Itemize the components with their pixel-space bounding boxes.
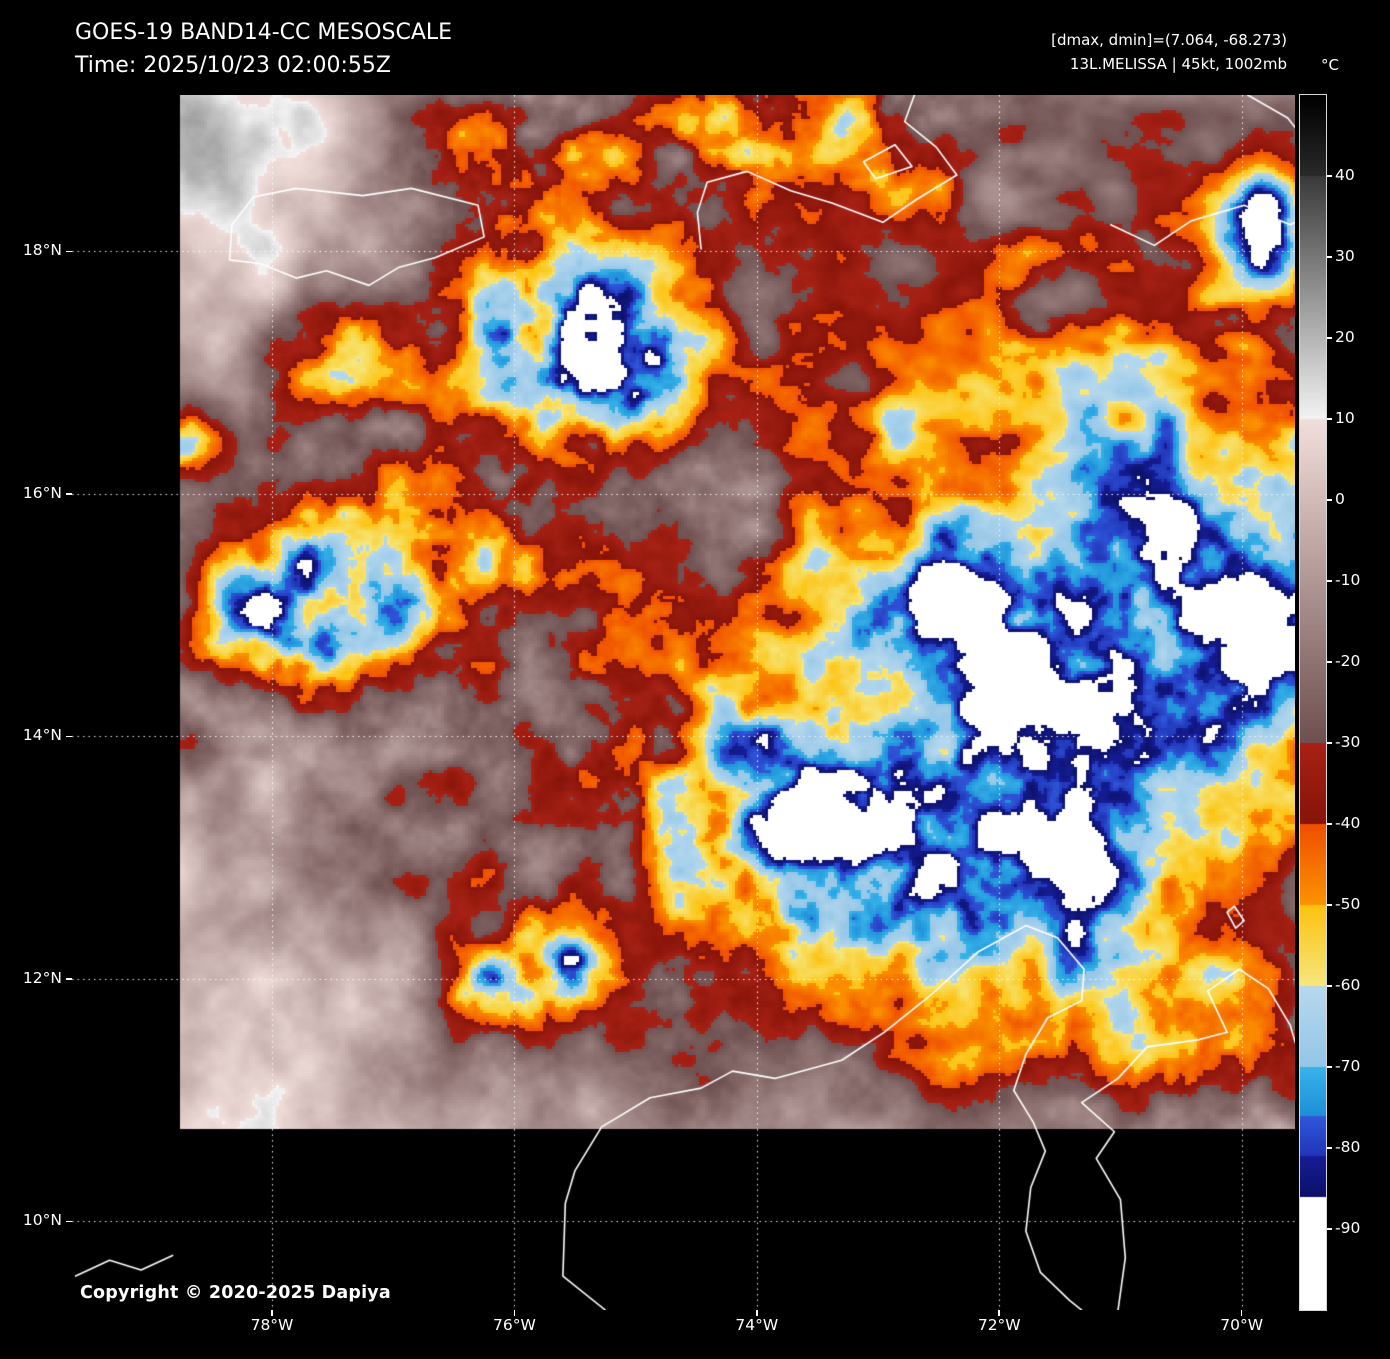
colorbar-tick-label: 0 [1335, 490, 1345, 508]
storm-readout: 13L.MELISSA | 45kt, 1002mb [1069, 55, 1287, 73]
data-range-readout: [dmax, dmin]=(7.064, -68.273) [1051, 31, 1287, 49]
header-readouts: [dmax, dmin]=(7.064, -68.273) 13L.MELISS… [1051, 28, 1287, 76]
colorbar-tick-mark [1327, 580, 1332, 582]
product-title: GOES-19 BAND14-CC MESOSCALE [75, 20, 453, 45]
colorbar-tick-mark [1327, 499, 1332, 501]
colorbar-tick-label: 40 [1335, 166, 1355, 184]
colorbar-unit-label: °C [1321, 56, 1339, 74]
lon-axis-tick [998, 1310, 1000, 1316]
colorbar-tick-mark [1327, 337, 1332, 339]
colorbar-tick-label: -80 [1335, 1138, 1361, 1156]
copyright-text: Copyright © 2020-2025 Dapiya [80, 1283, 391, 1303]
colorbar-tick-mark [1327, 1066, 1332, 1068]
colorbar-tick-label: -30 [1335, 733, 1361, 751]
lat-axis-label: 10°N [22, 1211, 62, 1230]
lat-axis-label: 18°N [22, 241, 62, 260]
colorbar-tick-mark [1327, 1147, 1332, 1149]
lat-axis-tick [66, 493, 72, 495]
lon-axis-label: 78°W [250, 1316, 294, 1334]
lon-axis-tick [1240, 1310, 1243, 1316]
colorbar-tick-mark [1327, 904, 1332, 906]
lat-axis-label: 16°N [22, 483, 62, 502]
lat-axis-label: 12°N [22, 968, 62, 987]
colorbar-tick-mark [1327, 661, 1332, 663]
colorbar-tick-mark [1327, 823, 1332, 825]
colorbar-tick-mark [1327, 256, 1332, 258]
colorbar-gradient [1299, 94, 1327, 1311]
colorbar-tick-label: -70 [1335, 1057, 1361, 1075]
lon-axis-tick [271, 1310, 273, 1316]
colorbar-tick-label: -20 [1335, 652, 1361, 670]
title-block: GOES-19 BAND14-CC MESOSCALE Time: 2025/1… [75, 16, 452, 82]
colorbar-tick-label: -10 [1335, 571, 1361, 589]
lon-axis-label: 76°W [493, 1316, 536, 1334]
lat-axis-tick [66, 735, 72, 738]
lon-axis-tick [756, 1310, 758, 1316]
colorbar-tick-label: -40 [1335, 814, 1361, 832]
lon-axis-label: 74°W [735, 1316, 779, 1334]
colorbar-tick-label: 10 [1335, 409, 1355, 427]
lat-axis-tick [66, 1220, 72, 1223]
colorbar-tick-label: 20 [1335, 328, 1355, 346]
colorbar-tick-mark [1327, 742, 1332, 744]
lat-axis-label: 14°N [22, 726, 62, 745]
lat-axis-tick [66, 978, 72, 980]
colorbar-tick-label: -60 [1335, 976, 1361, 994]
lon-axis-tick [513, 1310, 516, 1316]
lat-axis-tick [66, 250, 72, 253]
lon-axis-label: 72°W [977, 1316, 1021, 1334]
timestamp: Time: 2025/10/23 02:00:55Z [75, 53, 391, 78]
colorbar-tick-mark [1327, 418, 1332, 420]
colorbar-tick-label: -90 [1335, 1219, 1361, 1237]
colorbar-tick-label: -50 [1335, 895, 1361, 913]
colorbar-tick-mark [1327, 175, 1332, 177]
colorbar-tick-label: 30 [1335, 247, 1355, 265]
lon-axis-label: 70°W [1220, 1316, 1264, 1334]
colorbar-tick-mark [1327, 985, 1332, 987]
satellite-imagery-canvas [72, 95, 1295, 1310]
colorbar-tick-mark [1327, 1228, 1332, 1230]
